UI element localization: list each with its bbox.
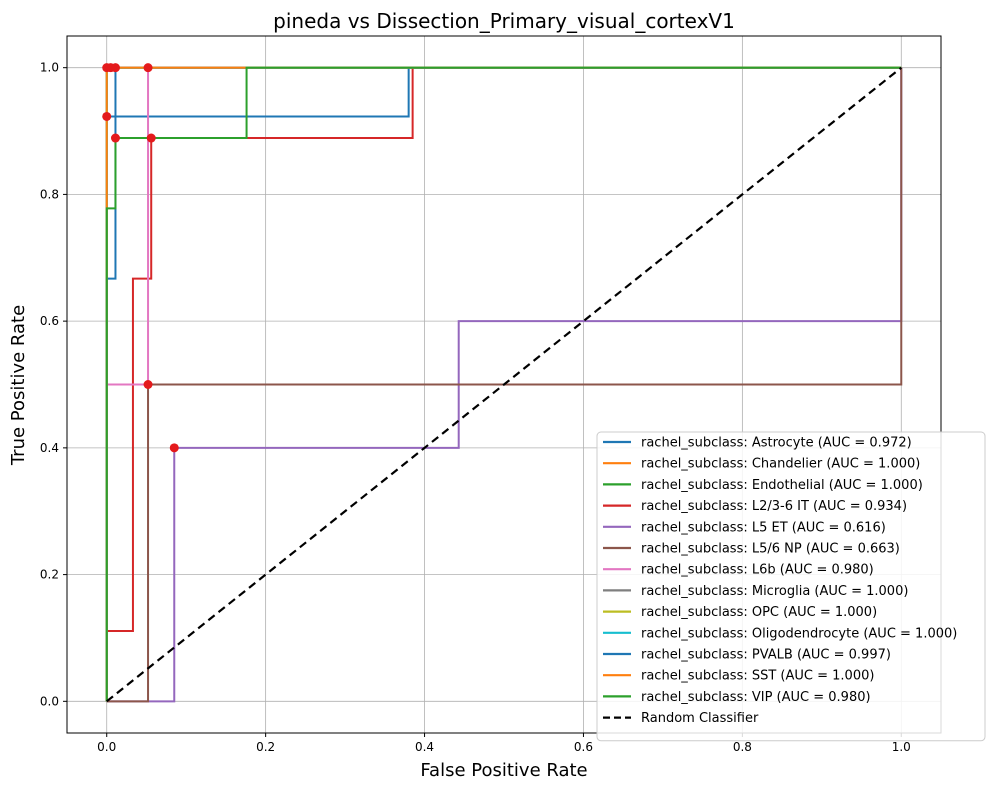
x-tick-label: 1.0 — [892, 740, 911, 754]
y-tick-label: 0.2 — [40, 568, 59, 582]
legend-box — [596, 431, 986, 742]
y-tick-label: 0.0 — [40, 694, 59, 708]
legend-entry: rachel_subclass: L5 ET (AUC = 0.616) — [641, 520, 886, 535]
threshold-point — [143, 63, 153, 73]
legend-entry: rachel_subclass: OPC (AUC = 1.000) — [641, 605, 877, 620]
x-tick-label: 0.8 — [733, 740, 752, 754]
y-tick-label: 0.6 — [40, 314, 59, 328]
legend-entry: rachel_subclass: Endothelial (AUC = 1.00… — [641, 478, 923, 493]
threshold-point — [106, 63, 116, 73]
legend-entry: rachel_subclass: Microglia (AUC = 1.000) — [641, 584, 908, 599]
legend-entry: rachel_subclass: L6b (AUC = 0.980) — [641, 563, 874, 578]
y-axis-label: True Positive Rate — [8, 305, 29, 466]
threshold-points — [102, 63, 179, 453]
threshold-point — [146, 133, 156, 143]
axis-ticks: 0.0 0.2 0.4 0.6 0.8 1.0 0.0 0.2 0.4 0.6 0.8 1.0 — [40, 61, 911, 754]
y-tick-label: 0.4 — [40, 441, 59, 455]
x-tick-label: 0.4 — [415, 740, 434, 754]
random-classifier-line — [106, 66, 902, 703]
legend-entry: Random Classifier — [641, 711, 759, 726]
legend-entry: rachel_subclass: L2/3-6 IT (AUC = 0.934) — [641, 499, 907, 514]
plot-frame — [66, 35, 942, 734]
legend-entry: rachel_subclass: Oligodendrocyte (AUC = … — [641, 626, 957, 641]
x-tick-label: 0.0 — [97, 740, 116, 754]
legend-entry: rachel_subclass: L5/6 NP (AUC = 0.663) — [641, 542, 900, 557]
legend-entry: rachel_subclass: SST (AUC = 1.000) — [641, 669, 874, 684]
legend-entry: rachel_subclass: Astrocyte (AUC = 0.972) — [641, 436, 912, 451]
legend-entry: rachel_subclass: VIP (AUC = 0.980) — [641, 690, 871, 705]
legend-entry: rachel_subclass: PVALB (AUC = 0.997) — [641, 648, 891, 663]
y-tick-label: 0.8 — [40, 187, 59, 201]
legend: rachel_subclass: Astrocyte (AUC = 0.972)… — [596, 431, 986, 742]
threshold-point — [110, 133, 120, 143]
threshold-point — [143, 380, 153, 389]
legend-entry: rachel_subclass: Chandelier (AUC = 1.000… — [641, 457, 920, 472]
chart-title: pineda vs Dissection_Primary_visual_cort… — [273, 9, 735, 33]
roc-curve — [105, 66, 902, 702]
x-tick-label: 0.6 — [574, 740, 593, 754]
threshold-point — [169, 443, 179, 453]
y-tick-label: 1.0 — [40, 61, 59, 75]
x-axis-label: False Positive Rate — [420, 760, 587, 781]
threshold-point — [102, 111, 112, 121]
x-tick-label: 0.2 — [256, 740, 275, 754]
